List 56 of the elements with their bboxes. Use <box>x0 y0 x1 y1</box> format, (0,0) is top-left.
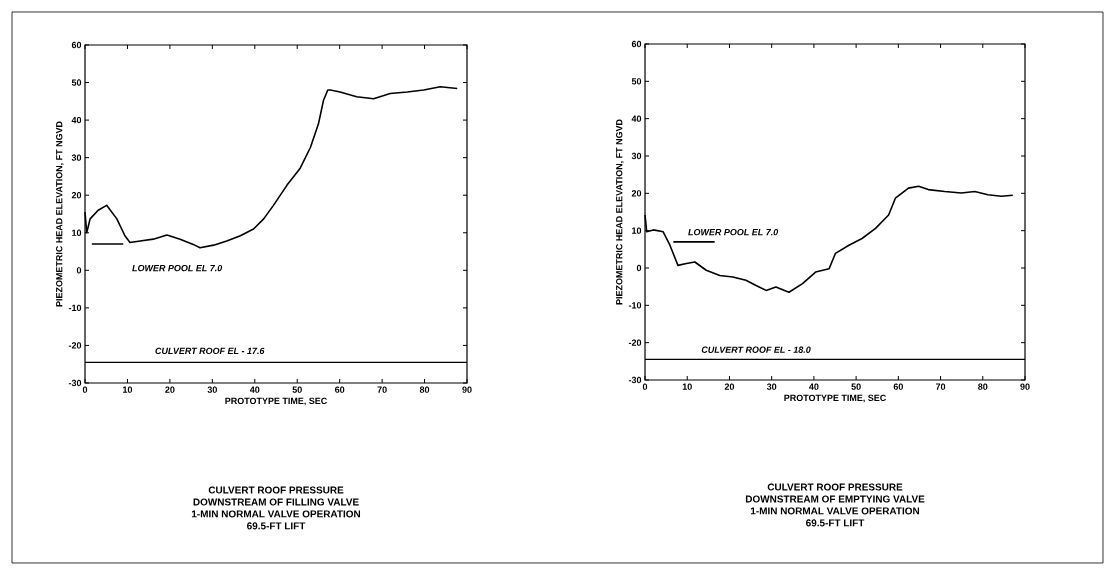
y-tick-label: 50 <box>631 78 642 85</box>
annotation: LOWER POOL EL 7.0 <box>688 228 779 236</box>
text: DOWNSTREAM OF FILLING VALVE <box>193 498 359 506</box>
y-tick-label: -20 <box>628 339 642 346</box>
text: 1-MIN NORMAL VALVE OPERATION <box>750 507 920 515</box>
y-tick-label: 10 <box>632 227 642 234</box>
text: 1-MIN NORMAL VALVE OPERATION <box>191 510 361 518</box>
y-tick-label: -10 <box>68 304 82 312</box>
text: CULVERT ROOF PRESSURE <box>767 483 903 491</box>
y-tick-label: -30 <box>68 379 82 387</box>
x-tick-label: 80 <box>419 386 430 393</box>
x-tick-label: 50 <box>292 386 302 393</box>
x-tick-label: 10 <box>682 383 692 390</box>
x-tick-label: 40 <box>249 386 260 393</box>
x-tick-label: 60 <box>335 386 345 393</box>
y-tick-label: -10 <box>628 302 642 309</box>
text: 69.5-FT LIFT <box>806 519 865 527</box>
x-tick-label: 20 <box>165 386 175 393</box>
y-tick-label: -20 <box>68 342 82 349</box>
y-tick-label: 20 <box>631 190 642 197</box>
y-tick-label: 0 <box>636 264 642 272</box>
x-tick-label: 80 <box>978 383 988 390</box>
x-tick-label: 40 <box>809 383 819 390</box>
x-tick-label: 50 <box>851 383 861 390</box>
y-tick-label: 20 <box>71 192 82 199</box>
y-tick-label: 40 <box>631 115 642 122</box>
x-tick-label: 30 <box>207 386 217 393</box>
annotation: CULVERT ROOF EL - 18.0 <box>701 346 811 353</box>
y-tick-label: 40 <box>71 116 82 124</box>
x-tick-label: 0 <box>642 383 648 390</box>
x-tick-label: 70 <box>935 383 946 390</box>
y-tick-label: 30 <box>631 152 642 160</box>
x-tick-label: 70 <box>377 386 387 393</box>
x-tick-label: 10 <box>123 386 133 393</box>
text: CULVERT ROOF PRESSURE <box>208 486 344 494</box>
y-tick-label: 50 <box>71 79 82 86</box>
y-tick-label: 30 <box>71 154 82 161</box>
annotation: LOWER POOL EL 7.0 <box>132 264 223 272</box>
y-tick-label: 10 <box>72 229 82 236</box>
y-axis-title: PIEZOMETRIC HEAD ELEVATION, FT NGVD <box>56 121 64 307</box>
x-axis-title: PROTOTYPE TIME, SEC <box>225 397 327 406</box>
text: DOWNSTREAM OF EMPTYING VALVE <box>745 495 925 503</box>
text: 69.5-FT LIFT <box>247 522 306 530</box>
y-axis-title: PIEZOMETRIC HEAD ELEVATION, FT NGVD <box>616 119 624 305</box>
x-tick-label: 90 <box>462 386 472 393</box>
annotation: CULVERT ROOF EL - 17.6 <box>155 347 265 355</box>
x-axis-title: PROTOTYPE TIME, SEC <box>784 394 886 403</box>
y-tick-label: 60 <box>631 40 642 48</box>
x-tick-label: 60 <box>893 383 903 390</box>
x-tick-label: 0 <box>82 386 88 393</box>
y-tick-label: -30 <box>628 376 642 384</box>
y-tick-label: 0 <box>76 267 82 274</box>
x-tick-label: 30 <box>766 383 777 390</box>
x-tick-label: 90 <box>1020 383 1030 390</box>
y-tick-label: 60 <box>71 41 82 49</box>
x-tick-label: 20 <box>724 383 735 390</box>
